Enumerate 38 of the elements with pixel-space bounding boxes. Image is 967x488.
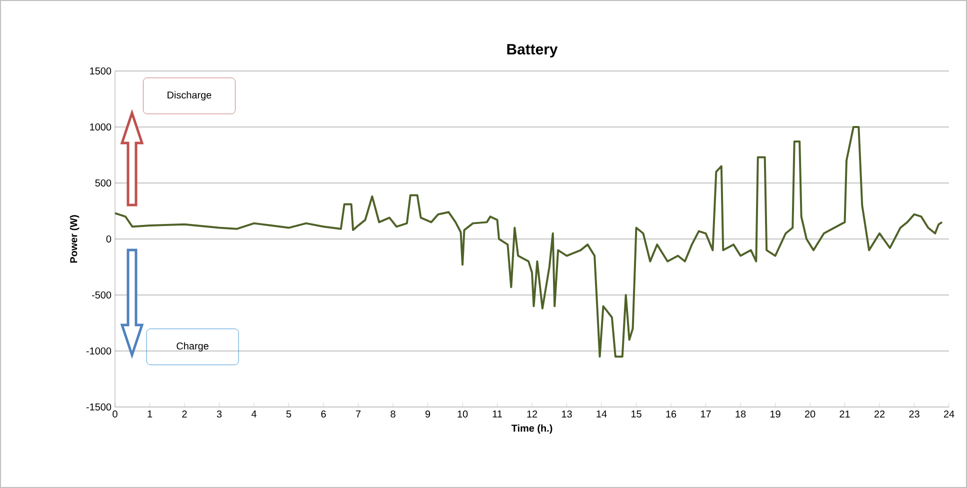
x-tick-label: 13 (562, 410, 572, 418)
x-tick-label: 19 (770, 410, 780, 418)
chart-title: Battery (507, 44, 558, 58)
x-tick-label: 12 (527, 410, 538, 418)
y-tick-label: -500 (92, 291, 112, 299)
annotation: Charge (176, 342, 208, 352)
y-tick-label: -1000 (86, 347, 112, 355)
x-tick-label: 0 (112, 410, 118, 418)
x-tick-label: 16 (666, 410, 676, 418)
x-tick-label: 21 (840, 410, 850, 418)
x-tick-label: 9 (425, 410, 430, 418)
y-tick-label: 0 (106, 235, 112, 243)
x-tick-label: 18 (736, 410, 746, 418)
x-tick-label: 23 (909, 410, 920, 418)
x-tick-label: 17 (700, 410, 711, 418)
annotation: Discharge (168, 91, 212, 100)
x-tick-label: 3 (216, 410, 222, 418)
x-tick-label: 4 (251, 410, 256, 418)
y-tick-label: 1500 (90, 67, 112, 75)
x-tick-label: 7 (356, 410, 361, 418)
line-series (114, 126, 944, 358)
x-tick-label: 10 (458, 410, 468, 418)
x-tick-label: 1 (148, 410, 152, 418)
x-tick-label: 8 (390, 410, 396, 418)
y-axis-title: Power (W) (70, 215, 80, 263)
x-tick-label: 11 (492, 410, 502, 418)
x-tick-label: 2 (182, 410, 187, 418)
y-tick-label: 1000 (90, 123, 112, 131)
x-tick-label: 6 (321, 410, 326, 418)
x-tick-label: 5 (286, 410, 292, 418)
y-tick-label: 500 (95, 179, 112, 187)
x-tick-label: 22 (874, 410, 885, 418)
x-tick-label: 15 (631, 410, 642, 418)
x-tick-label: 14 (596, 410, 607, 418)
x-axis-title: Time (h.) (511, 424, 552, 434)
y-tick-label: -1500 (86, 403, 112, 411)
x-tick-label: 24 (944, 410, 954, 418)
x-tick-label: 20 (804, 410, 816, 418)
